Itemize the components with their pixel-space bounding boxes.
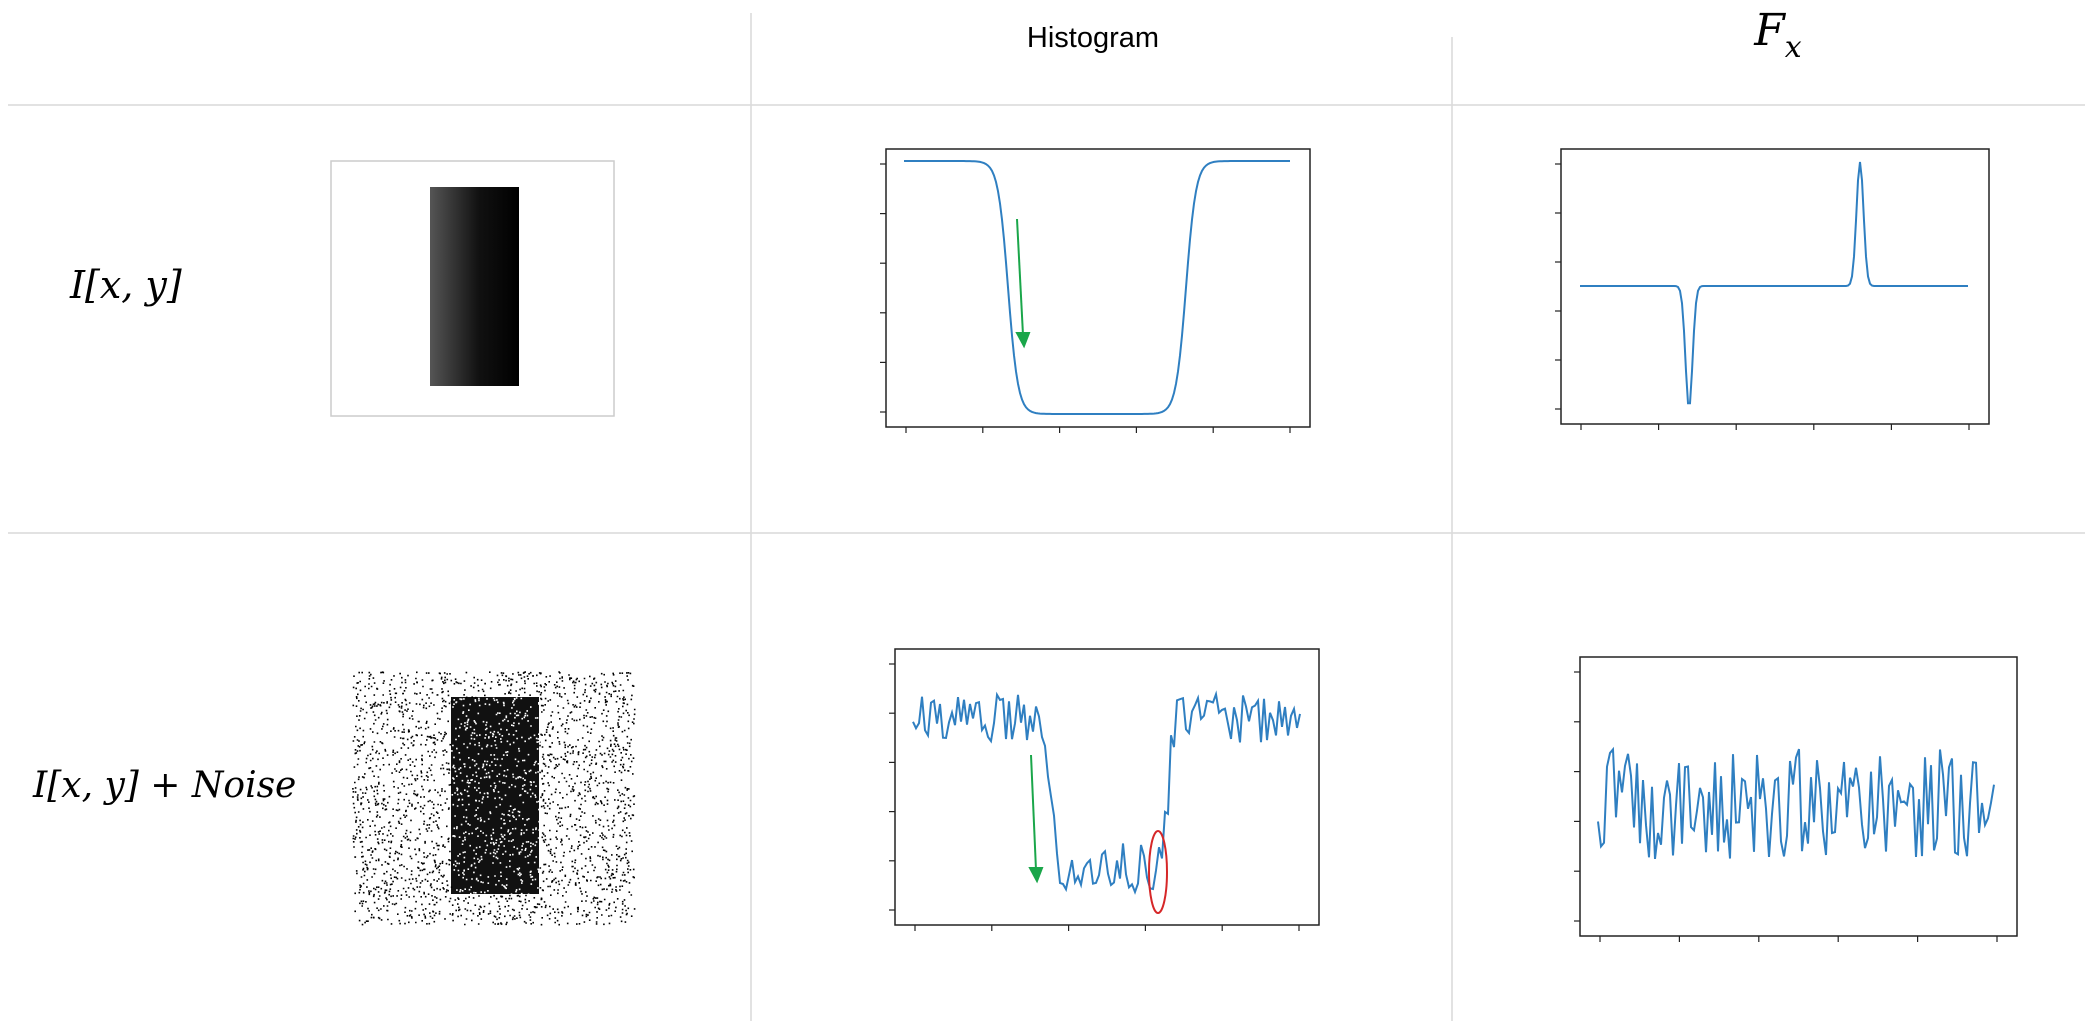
row-label: I[x, y] + Noise — [32, 765, 296, 806]
arrow — [1017, 219, 1029, 346]
header-histogram: Histogram — [1027, 22, 1159, 54]
fx-base: F — [1753, 5, 1786, 56]
arrow-head — [1017, 333, 1029, 346]
plot-frame — [895, 649, 1319, 925]
arrow-head — [1030, 868, 1042, 881]
highlight-ellipse — [1149, 831, 1167, 913]
header-fx: Fx — [1753, 5, 1802, 65]
plot-frame — [1580, 657, 2017, 936]
row-label: I[x, y] — [69, 263, 182, 307]
dark-bar — [430, 187, 519, 386]
page: Histogram Fx I[x, y] I[x, y] + Noise — [0, 0, 2085, 1021]
table-grid — [8, 13, 2085, 1021]
ticks — [880, 164, 1997, 942]
noisy-profile-curve — [913, 694, 1300, 892]
noisy-image — [352, 671, 635, 925]
arrow — [1030, 755, 1042, 881]
arrow-shaft — [1017, 219, 1023, 335]
noisy-derivative-curve — [1598, 749, 1994, 859]
curves — [904, 161, 1994, 892]
arrow-shaft — [1031, 755, 1036, 870]
profile-curve — [904, 161, 1290, 414]
fx-sub: x — [1785, 30, 1802, 65]
plot-frame — [886, 149, 1310, 427]
derivative-curve — [1580, 162, 1968, 403]
